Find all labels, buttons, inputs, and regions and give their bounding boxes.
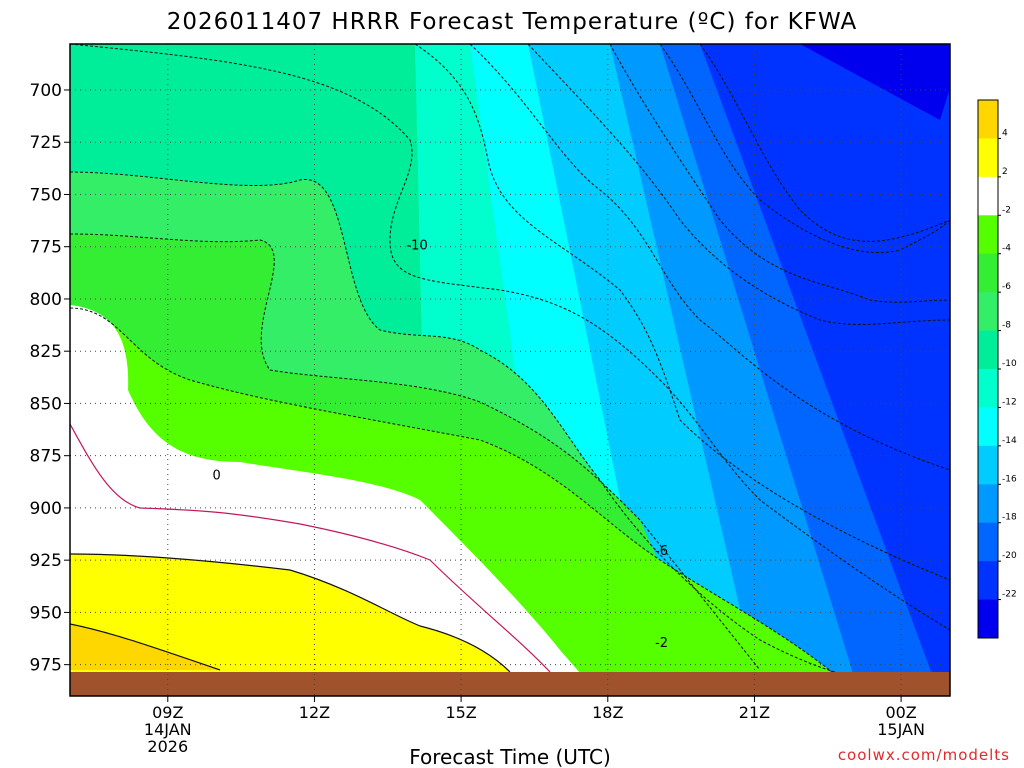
freezing-and-warm-lines (70, 423, 551, 673)
x-tick-label: 12Z (299, 703, 330, 722)
y-tick-label: 825 (30, 342, 62, 362)
colorbar-swatch (978, 407, 998, 447)
colorbar-tick-label: -6 (1002, 282, 1011, 292)
y-tick-label: 925 (30, 551, 62, 571)
colorbar-swatch (978, 138, 998, 178)
band-2-to-4 (70, 554, 510, 672)
colorbar-tick-label: -12 (1002, 397, 1017, 407)
colorbar: 4 2 -2 -4 -6 -8 -10 -12 -14 -16 -18 -20 -22 (977, 99, 1017, 639)
x-tick-label: 00Z (885, 703, 916, 722)
band-below-minus-22 (800, 44, 950, 120)
contour-labels: -10 0 -6 -2 (213, 239, 669, 651)
colorbar-swatch (978, 445, 998, 485)
y-tick-label: 725 (30, 133, 62, 153)
contour-4-line (70, 623, 221, 671)
credit-text: coolwx.com/modelts (838, 746, 1010, 764)
colorbar-swatch (978, 330, 998, 370)
grid-lines (70, 44, 950, 696)
colorbar-swatch (978, 599, 998, 639)
band-minus-22-to-minus-20 (700, 44, 950, 696)
contour-minus-18 (609, 44, 950, 303)
colorbar-tick-label: -16 (1002, 474, 1017, 484)
y-tick-label: 850 (30, 394, 62, 414)
contour-minus-12 (414, 44, 950, 581)
colorbar-swatch (978, 522, 998, 562)
colorbar-tick-label: -22 (1002, 590, 1017, 600)
y-tick-label: 700 (30, 81, 62, 101)
band-above-4 (70, 624, 220, 670)
contour-minus-20 (659, 44, 950, 254)
colorbar-swatch (978, 176, 998, 216)
x-tick-label: 15JAN (877, 720, 925, 739)
y-tick-label: 775 (30, 238, 62, 258)
y-tick-label: 875 (30, 447, 62, 467)
contour-2-line (70, 553, 511, 673)
colorbar-tick-label: -4 (1002, 244, 1011, 254)
x-tick-label: 15Z (445, 703, 476, 722)
temperature-contour-lines (70, 44, 950, 696)
y-tick-label: 975 (30, 656, 62, 676)
colorbar-swatch (978, 561, 998, 601)
x-tick-label: 09Z (152, 703, 183, 722)
colorbar-tick-label: 4 (1002, 128, 1008, 138)
x-axis-label: Forecast Time (UTC) (409, 745, 611, 768)
contour-minus-14 (469, 44, 950, 471)
colorbar-swatch (978, 292, 998, 332)
colorbar-tick-label: -18 (1002, 513, 1017, 523)
colorbar-tick-label: -20 (1002, 551, 1017, 561)
colorbar-swatch (978, 369, 998, 408)
colorbar-tick-label: -14 (1002, 436, 1017, 446)
y-tick-label: 750 (30, 185, 62, 205)
colorbar-swatch (978, 100, 998, 139)
contour-minus-6 (70, 233, 761, 671)
contour-0-line (70, 423, 551, 673)
contour-minus-4 (70, 307, 861, 696)
contour-minus-10 (70, 44, 950, 631)
colorbar-tick-label: -8 (1002, 321, 1011, 331)
contour-label: -2 (655, 636, 668, 651)
colorbar-swatch (978, 215, 998, 255)
y-tick-label: 950 (30, 603, 62, 623)
contour-minus-22 (699, 44, 950, 242)
temperature-contour-fills (70, 44, 950, 696)
contour-label: -10 (406, 239, 427, 254)
y-tick-label: 900 (30, 499, 62, 519)
contour-minus-8 (70, 171, 950, 691)
colorbar-tick-label: -10 (1002, 359, 1017, 369)
colorbar-swatch (978, 253, 998, 293)
y-tick-label: 800 (30, 290, 62, 310)
x-tick-label: 21Z (739, 703, 770, 722)
plot-frame (69, 43, 951, 697)
y-axis: 700 725 750 775 800 825 850 875 900 925 950 975 (30, 81, 70, 676)
contour-label: 0 (213, 469, 221, 484)
x-tick-label: 18Z (592, 703, 623, 722)
terrain-ground (70, 672, 950, 696)
colorbar-swatch (978, 484, 998, 524)
chart-title: 2026011407 HRRR Forecast Temperature (ºC… (167, 9, 857, 35)
x-tick-label: 14JAN (144, 720, 192, 739)
x-tick-label: 2026 (147, 737, 188, 756)
colorbar-tick-label: 2 (1002, 167, 1008, 177)
contour-minus-16 (527, 44, 950, 325)
contour-label: -6 (655, 544, 668, 559)
colorbar-tick-label: -2 (1002, 205, 1011, 215)
